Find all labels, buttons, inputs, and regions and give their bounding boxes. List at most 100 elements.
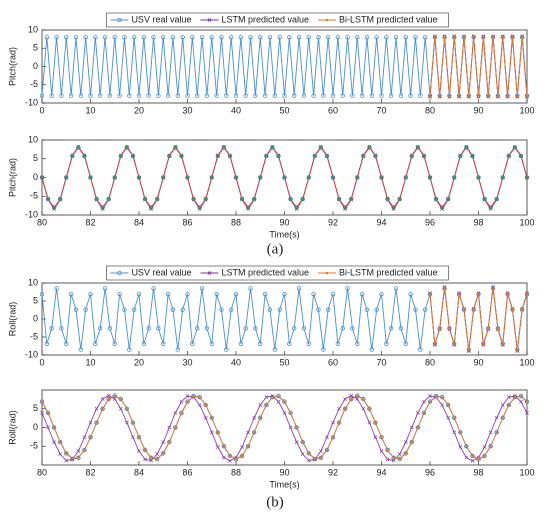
- marker: [228, 454, 232, 457]
- marker: [258, 35, 263, 40]
- marker: [58, 452, 63, 457]
- x-tick-label: 94: [376, 467, 386, 477]
- marker: [88, 435, 93, 440]
- marker: [301, 440, 304, 444]
- marker: [151, 35, 156, 40]
- marker: [448, 94, 451, 98]
- marker: [295, 426, 298, 429]
- marker: [64, 451, 68, 455]
- marker: [119, 398, 123, 401]
- marker: [276, 393, 281, 399]
- marker: [167, 439, 172, 445]
- marker: [403, 341, 408, 347]
- marker: [313, 457, 317, 460]
- caption: (b): [266, 494, 284, 510]
- marker: [209, 175, 214, 180]
- marker: [83, 448, 86, 452]
- marker: [452, 430, 457, 435]
- marker: [316, 35, 321, 40]
- marker: [161, 175, 166, 180]
- marker: [44, 35, 50, 40]
- y-tick-label: 0: [33, 61, 38, 71]
- marker: [146, 326, 151, 331]
- marker: [369, 347, 374, 352]
- legend-marker: [325, 271, 329, 275]
- marker: [186, 176, 189, 179]
- y-tick-label: -10: [25, 349, 38, 359]
- marker: [345, 35, 350, 40]
- marker: [122, 307, 127, 312]
- marker: [477, 94, 480, 98]
- x-tick-label: 86: [182, 217, 192, 227]
- marker: [204, 403, 207, 407]
- marker: [448, 327, 451, 331]
- marker: [482, 342, 485, 346]
- marker: [364, 35, 370, 40]
- marker: [392, 206, 396, 210]
- marker: [520, 307, 524, 311]
- marker: [94, 420, 99, 425]
- marker: [428, 292, 432, 296]
- marker: [215, 445, 220, 449]
- marker: [54, 35, 59, 40]
- marker: [345, 286, 350, 291]
- marker: [287, 35, 292, 40]
- marker: [373, 420, 378, 425]
- marker: [524, 399, 530, 404]
- marker: [49, 93, 54, 98]
- marker: [233, 291, 239, 297]
- marker: [252, 415, 257, 420]
- marker: [68, 291, 74, 297]
- marker: [301, 197, 305, 201]
- marker: [518, 393, 524, 399]
- marker: [64, 451, 69, 456]
- x-tick-label: 70: [376, 105, 386, 115]
- marker: [398, 197, 402, 201]
- marker: [374, 307, 379, 312]
- marker: [203, 402, 208, 408]
- marker: [39, 399, 45, 404]
- marker: [462, 35, 466, 39]
- marker: [57, 439, 63, 445]
- marker: [83, 35, 88, 40]
- marker: [168, 440, 171, 444]
- marker: [380, 435, 383, 439]
- marker: [45, 410, 51, 416]
- marker: [403, 451, 408, 456]
- x-tick-label: 96: [425, 217, 435, 227]
- legend-label: USV real value: [131, 14, 191, 24]
- marker: [93, 341, 98, 347]
- x-tick-label: 0: [39, 357, 44, 367]
- marker: [477, 176, 480, 179]
- marker: [471, 454, 474, 457]
- marker: [282, 399, 287, 404]
- marker: [137, 435, 141, 439]
- marker: [203, 415, 208, 420]
- marker: [253, 326, 258, 331]
- marker: [234, 457, 238, 461]
- marker: [403, 440, 408, 445]
- marker: [276, 399, 281, 404]
- marker: [364, 307, 370, 312]
- x-tick-label: 60: [328, 105, 338, 115]
- marker: [306, 458, 311, 463]
- marker: [107, 326, 113, 331]
- marker: [306, 35, 311, 40]
- marker: [476, 175, 481, 180]
- marker: [258, 175, 263, 180]
- marker: [124, 420, 129, 425]
- marker: [82, 447, 87, 453]
- marker: [94, 406, 99, 411]
- marker: [246, 444, 250, 448]
- marker: [52, 426, 56, 429]
- marker: [194, 326, 200, 331]
- marker: [501, 342, 505, 346]
- marker: [434, 197, 438, 201]
- marker: [446, 197, 450, 201]
- marker: [58, 197, 62, 201]
- x-tick-label: 90: [473, 357, 483, 367]
- marker: [374, 421, 377, 424]
- marker: [82, 154, 86, 158]
- marker: [348, 396, 354, 402]
- marker: [227, 453, 233, 459]
